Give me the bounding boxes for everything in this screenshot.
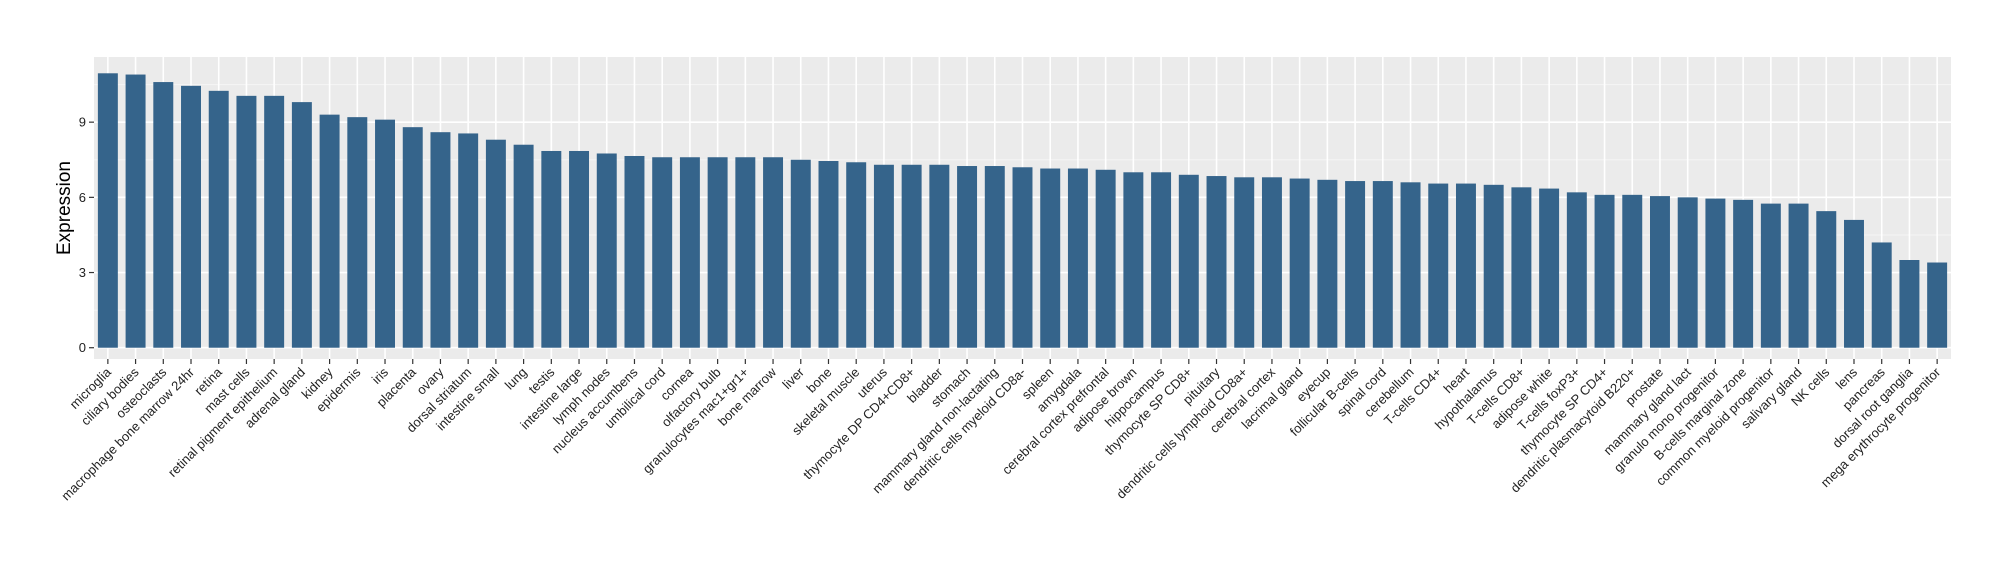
- bar: [873, 164, 894, 348]
- bar: [1816, 211, 1837, 348]
- bar: [790, 159, 811, 348]
- bar: [846, 162, 867, 348]
- bar: [291, 102, 312, 348]
- y-tick-label: 3: [79, 265, 86, 280]
- bar: [596, 153, 617, 348]
- bar: [707, 157, 728, 348]
- bar: [236, 95, 257, 348]
- bar: [1566, 192, 1587, 348]
- bar: [957, 166, 978, 348]
- bar: [402, 127, 423, 348]
- x-tick-label: liver: [779, 364, 807, 392]
- y-axis: 0 3 6 9: [79, 115, 94, 355]
- bar: [1178, 174, 1199, 348]
- bar: [1095, 169, 1116, 348]
- bar: [513, 144, 534, 348]
- bar: [1067, 168, 1088, 348]
- bar: [679, 157, 700, 348]
- bar: [1345, 181, 1366, 348]
- bar: [458, 133, 479, 348]
- bar: [208, 90, 229, 348]
- bar: [569, 150, 590, 348]
- bar: [1234, 177, 1255, 348]
- bar: [347, 117, 368, 348]
- bar: [929, 164, 950, 348]
- bar: [1289, 178, 1310, 348]
- bar: [1455, 183, 1476, 348]
- bar: [430, 132, 451, 348]
- bar: [1511, 187, 1532, 348]
- bar: [1677, 197, 1698, 348]
- bar: [1649, 196, 1670, 348]
- bar: [818, 161, 839, 348]
- bar: [1899, 260, 1920, 348]
- y-tick-label: 6: [79, 190, 86, 205]
- bar: [624, 155, 645, 348]
- bar: [1622, 194, 1643, 348]
- bar: [984, 166, 1005, 348]
- bar: [1151, 172, 1172, 348]
- bar: [125, 74, 146, 348]
- bar: [652, 157, 673, 348]
- bar: [901, 164, 922, 348]
- bar: [1539, 188, 1560, 348]
- bar: [1400, 182, 1421, 348]
- bars: [97, 73, 1948, 348]
- bar: [1871, 242, 1892, 348]
- bar: [1123, 172, 1144, 348]
- y-axis-title: Expression: [54, 161, 75, 255]
- bar: [1844, 219, 1864, 348]
- bar: [1428, 183, 1449, 348]
- bar: [375, 119, 396, 348]
- bar: [1594, 194, 1615, 348]
- bar: [1927, 262, 1948, 348]
- bar: [1705, 198, 1726, 348]
- bar: [1733, 199, 1754, 348]
- bar: [1788, 203, 1809, 348]
- bar: [181, 85, 201, 348]
- bar: [485, 139, 506, 348]
- bar: [1261, 177, 1282, 348]
- bar: [319, 114, 340, 348]
- bar: [264, 95, 285, 348]
- bar: [763, 157, 784, 348]
- bar: [1483, 184, 1504, 348]
- bar: [1760, 203, 1781, 348]
- bar: [1040, 168, 1061, 348]
- bar: [1372, 181, 1393, 348]
- y-tick-label: 9: [79, 115, 86, 130]
- bar: [1317, 179, 1338, 348]
- bar: [1206, 176, 1227, 348]
- bar: [97, 73, 118, 348]
- y-tick-label: 0: [79, 340, 86, 355]
- bar: [153, 82, 174, 348]
- x-tick-label: lung: [502, 365, 530, 393]
- bar: [735, 157, 756, 348]
- bar: [541, 150, 562, 348]
- bar: [1012, 167, 1033, 348]
